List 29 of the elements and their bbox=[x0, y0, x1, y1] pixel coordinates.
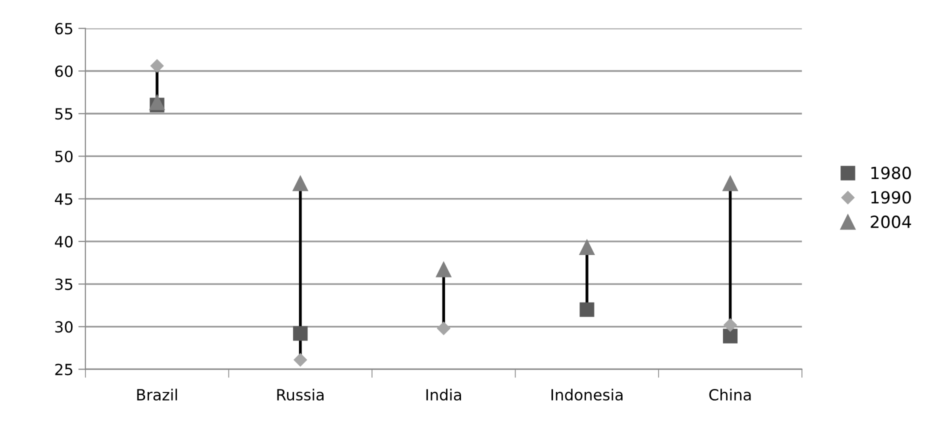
point bbox=[292, 176, 308, 192]
x-tick-label: China bbox=[709, 388, 751, 401]
legend-label: 1990 bbox=[871, 191, 911, 204]
legend-label: 2004 bbox=[870, 216, 912, 228]
point bbox=[150, 59, 164, 72]
point bbox=[722, 328, 738, 344]
y-tick-label: 50 bbox=[55, 150, 73, 162]
x-tick-label: Brazil bbox=[137, 388, 177, 401]
x-tick-label: Russia bbox=[277, 388, 324, 401]
point bbox=[580, 302, 594, 317]
legend-label: 1980 bbox=[871, 166, 911, 180]
point bbox=[436, 262, 452, 278]
y-tick-label: 45 bbox=[54, 194, 72, 205]
point bbox=[579, 240, 595, 256]
x-tick-label: India bbox=[426, 388, 462, 401]
y-tick-label: 40 bbox=[54, 236, 73, 248]
point bbox=[149, 94, 165, 110]
y-tick-label: 60 bbox=[55, 65, 73, 78]
point bbox=[293, 326, 308, 341]
point bbox=[722, 176, 738, 192]
x-tick-label: Indonesia bbox=[552, 388, 623, 401]
y-tick-label: 55 bbox=[55, 108, 72, 120]
y-tick-label: 30 bbox=[55, 321, 73, 333]
y-tick-label: 65 bbox=[55, 22, 72, 34]
y-tick-label: 35 bbox=[55, 278, 72, 290]
point bbox=[294, 353, 307, 366]
point bbox=[437, 322, 450, 335]
y-tick-label: 25 bbox=[55, 364, 72, 376]
point bbox=[724, 318, 737, 332]
